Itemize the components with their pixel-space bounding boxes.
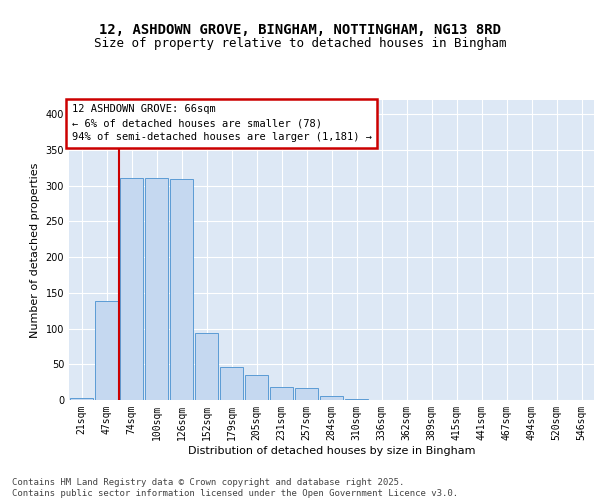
Text: Size of property relative to detached houses in Bingham: Size of property relative to detached ho… bbox=[94, 38, 506, 51]
Bar bbox=[70, 398, 93, 400]
Text: Contains HM Land Registry data © Crown copyright and database right 2025.
Contai: Contains HM Land Registry data © Crown c… bbox=[12, 478, 458, 498]
Bar bbox=[170, 180, 193, 400]
Bar bbox=[195, 333, 218, 400]
Bar bbox=[245, 375, 268, 400]
Bar bbox=[145, 178, 168, 400]
X-axis label: Distribution of detached houses by size in Bingham: Distribution of detached houses by size … bbox=[188, 446, 475, 456]
Bar bbox=[220, 367, 243, 400]
Bar bbox=[270, 387, 293, 400]
Y-axis label: Number of detached properties: Number of detached properties bbox=[30, 162, 40, 338]
Text: 12, ASHDOWN GROVE, BINGHAM, NOTTINGHAM, NG13 8RD: 12, ASHDOWN GROVE, BINGHAM, NOTTINGHAM, … bbox=[99, 22, 501, 36]
Bar bbox=[120, 178, 143, 400]
Bar bbox=[95, 300, 118, 400]
Text: 12 ASHDOWN GROVE: 66sqm
← 6% of detached houses are smaller (78)
94% of semi-det: 12 ASHDOWN GROVE: 66sqm ← 6% of detached… bbox=[71, 104, 371, 142]
Bar bbox=[320, 396, 343, 400]
Bar bbox=[295, 388, 318, 400]
